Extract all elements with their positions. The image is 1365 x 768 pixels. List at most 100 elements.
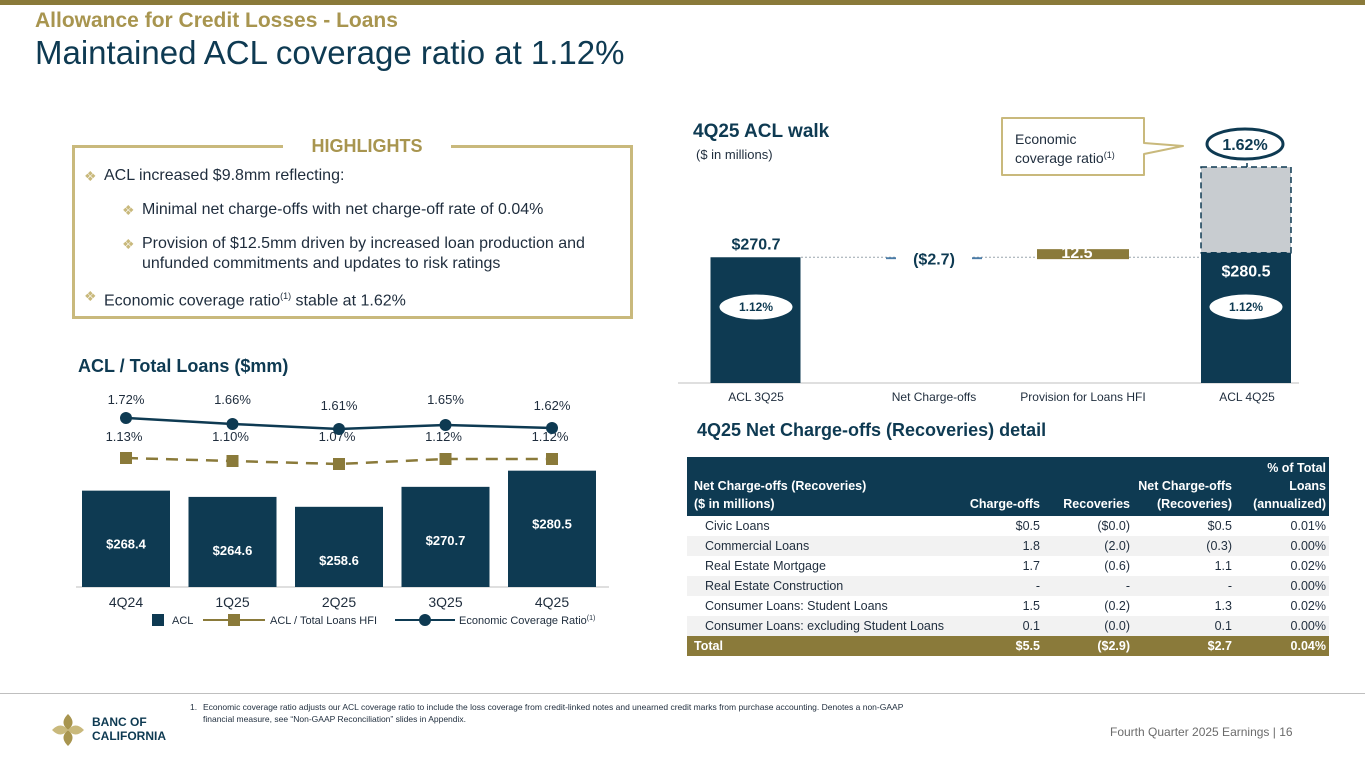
net-charge-offs-title: 4Q25 Net Charge-offs (Recoveries) detail (697, 420, 1047, 440)
cell-net: $0.5 (1207, 519, 1232, 533)
x-tick-label: 4Q24 (109, 594, 143, 610)
x-tick-label: 1Q25 (215, 594, 249, 610)
legend-ratio-label: ACL / Total Loans HFI (270, 615, 377, 627)
acl-ratio-label: 1.12% (425, 429, 462, 444)
legend-acl-label: ACL (172, 615, 193, 627)
acl-total-loans-chart: $268.4 4Q24 1.13% 1.72% $264.6 1Q25 1.10% 1.66%… (76, 392, 609, 627)
row-label: Civic Loans (705, 519, 770, 533)
acl-bar (401, 486, 490, 587)
cell-pct: 0.00% (1235, 536, 1329, 556)
cell-pct: 0.00% (1235, 616, 1329, 636)
cell-recoveries: (0.6) (1104, 559, 1130, 573)
acl-ratio-marker (546, 453, 558, 465)
net-charge-offs-label-bg (896, 249, 972, 269)
economic-coverage-label: 1.62% (534, 398, 571, 413)
legend-econ-text: Economic Coverage Ratio (459, 615, 587, 627)
highlights-title: HIGHLIGHTS (283, 136, 451, 162)
diamond-bullet-icon: ❖ (84, 168, 97, 184)
acl-3q25-value: $270.7 (732, 236, 781, 253)
highlight-text: stable at 1.62% (291, 292, 406, 310)
net-charge-offs-value: ($2.7) (913, 251, 955, 268)
acl-bar (295, 506, 383, 587)
footnote-text: Economic coverage ratio adjusts our ACL … (203, 702, 904, 712)
page-footer-label: Fourth Quarter 2025 Earnings | 16 (1110, 725, 1293, 739)
legend-acl-swatch (152, 614, 164, 626)
highlight-text: unfunded commitments and updates to risk… (142, 255, 501, 272)
economic-coverage-label: 1.66% (214, 392, 251, 407)
cell-recoveries: ($2.9) (1043, 636, 1133, 656)
footnote-number: 1. (190, 702, 198, 712)
callout-text: coverage ratio (1015, 150, 1104, 166)
cell-recoveries: ($0.0) (1097, 519, 1130, 533)
cell-net: - (1133, 576, 1235, 596)
cell-net: 0.1 (1133, 616, 1235, 636)
acl-ratio-label: 1.07% (319, 429, 356, 444)
cell-net: $2.7 (1133, 636, 1235, 656)
x-tick-label: 2Q25 (322, 594, 356, 610)
bank-logo-text: BANC OF CALIFORNIA (92, 715, 166, 743)
acl-walk-chart: $270.7 ($2.7) 12.5 $280.5 1.12% 1.12% ACL 3Q25… (678, 117, 1299, 404)
diamond-bullet-icon: ❖ (122, 236, 135, 252)
col-header-net: Net Charge-offs (Recoveries) (1133, 457, 1235, 516)
economic-coverage-label: 1.72% (108, 392, 145, 407)
acl-4q25-value: $280.5 (1222, 264, 1271, 281)
row-label: Commercial Loans (687, 536, 957, 556)
legend-ratio-marker (228, 614, 240, 626)
col-header-recoveries: Recoveries (1043, 457, 1133, 516)
col-header-pct: % of Total Loans (annualized) (1235, 457, 1329, 516)
cell-charge-offs: 1.8 (957, 536, 1043, 556)
table-row: Commercial Loans 1.8 (2.0) (0.3) 0.00% (687, 536, 1329, 556)
logo-line: CALIFORNIA (92, 729, 166, 743)
legend-econ-sup: (1) (587, 615, 596, 622)
economic-coverage-marker (439, 419, 452, 431)
slide-subtitle: Allowance for Credit Losses - Loans (35, 9, 398, 32)
table-row: Real Estate Mortgage 1.7 (0.6) 1.1 0.02% (687, 556, 1329, 576)
cell-pct: 0.04% (1235, 636, 1329, 656)
acl-ratio-marker (333, 458, 345, 470)
top-accent-bar (0, 0, 1365, 5)
economic-coverage-callout (1001, 117, 1184, 176)
x-tick-label: 3Q25 (428, 594, 462, 610)
header-text: % of Total (1267, 461, 1326, 475)
callout-sup: (1) (1104, 150, 1115, 160)
acl-bar (82, 490, 170, 587)
header-text: Net Charge-offs (1138, 479, 1232, 493)
cell-charge-offs: 1.7 (1022, 559, 1040, 573)
acl-walk-title: 4Q25 ACL walk (693, 121, 830, 142)
highlight-bullet-1: ❖ ACL increased $9.8mm reflecting: (84, 166, 344, 186)
acl-total-loans-title: ACL / Total Loans ($mm) (78, 356, 289, 376)
legend-econ-marker (419, 614, 431, 626)
highlight-subbullet-2: ❖ Provision of $12.5mm driven by increas… (122, 234, 585, 274)
economic-coverage-bar (1200, 166, 1292, 254)
economic-coverage-marker (120, 412, 132, 424)
table-row: Consumer Loans: Student Loans 1.5 (0.2) … (687, 596, 1329, 616)
cell-pct: 0.00% (1235, 576, 1329, 596)
callout-line2: coverage ratio(1) (1015, 150, 1115, 166)
cell-net: 1.1 (1214, 559, 1232, 573)
economic-coverage-marker (333, 423, 345, 435)
cell-charge-offs: 0.1 (957, 616, 1043, 636)
bank-logo-icon (52, 714, 84, 746)
x-tick-label: ACL 4Q25 (1219, 390, 1275, 404)
acl-ratio-label: 1.12% (532, 429, 569, 444)
cell-recoveries: (0.2) (1104, 599, 1130, 613)
highlight-text: Provision of $12.5mm driven by increased… (142, 235, 585, 252)
acl-ratio-label: 1.13% (106, 429, 143, 444)
col-header-charge-offs: Charge-offs (957, 457, 1043, 516)
economic-coverage-marker (226, 418, 239, 430)
acl-bar-label: $264.6 (213, 543, 253, 558)
table-row: Consumer Loans: excluding Student Loans … (687, 616, 1329, 636)
diamond-bullet-icon: ❖ (122, 202, 135, 218)
cell-pct: 0.02% (1290, 559, 1326, 573)
slide-title: Maintained ACL coverage ratio at 1.12% (35, 34, 625, 71)
net-charge-offs-table: Net Charge-offs (Recoveries) ($ in millio… (687, 457, 1329, 656)
coverage-ratio-value: 1.12% (739, 300, 773, 314)
footer-divider (0, 693, 1365, 694)
row-label: Consumer Loans: Student Loans (705, 599, 888, 613)
cell-charge-offs: - (957, 576, 1043, 596)
x-tick-label: Provision for Loans HFI (1020, 390, 1145, 404)
provision-bar (1037, 249, 1129, 260)
header-text: Loans (1289, 479, 1326, 493)
acl-bar (188, 496, 277, 587)
cell-recoveries: (2.0) (1043, 536, 1133, 556)
